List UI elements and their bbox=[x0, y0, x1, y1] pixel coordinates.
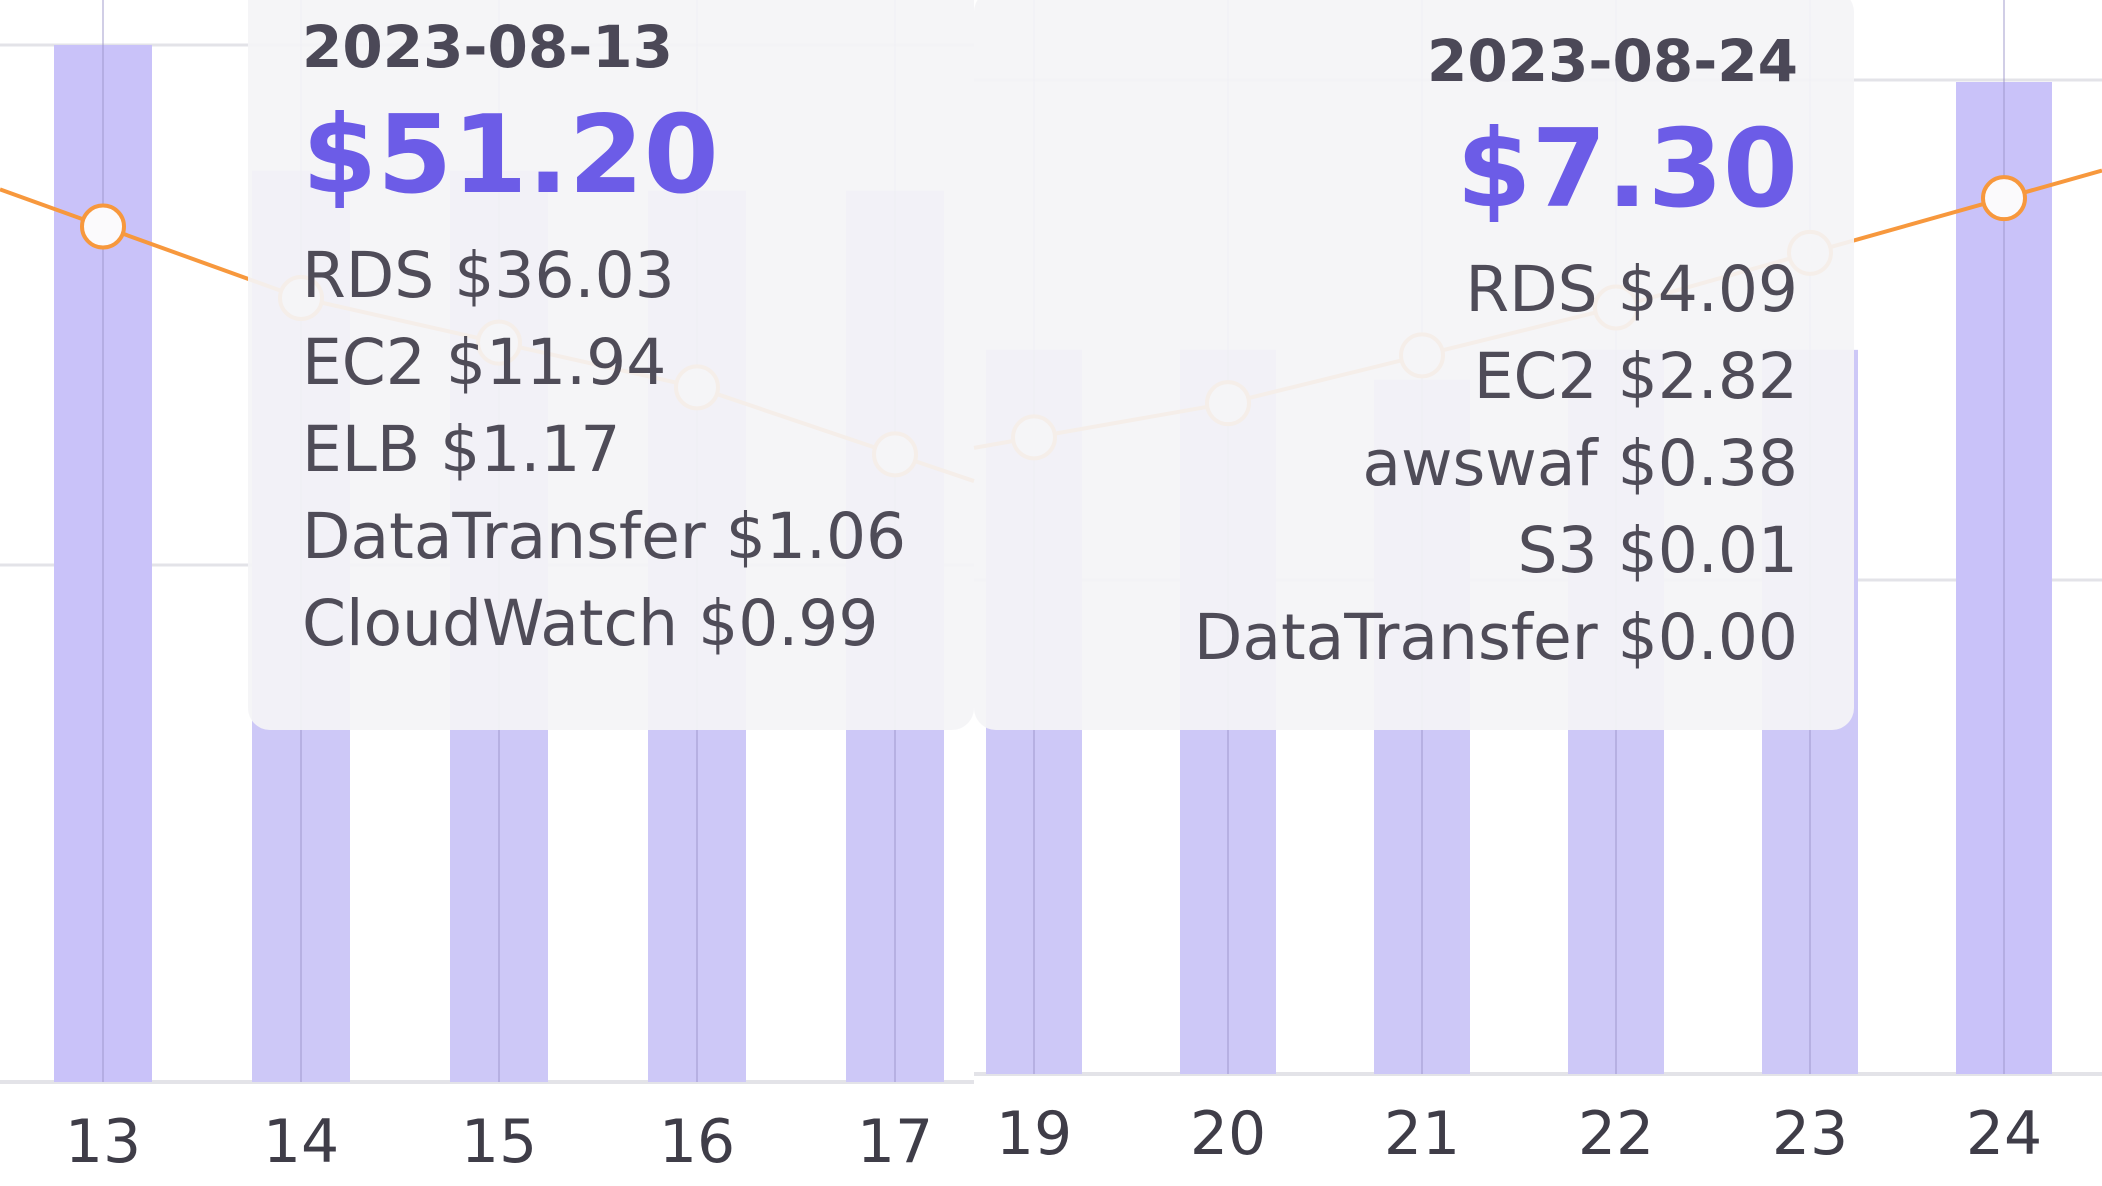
x-tick-label: 24 bbox=[1966, 1099, 2042, 1169]
x-tick-label: 22 bbox=[1578, 1099, 1654, 1169]
tooltip-row: EC2 $11.94 bbox=[302, 326, 667, 399]
x-tick-label: 15 bbox=[461, 1107, 537, 1177]
x-tick-label: 17 bbox=[857, 1107, 933, 1177]
tooltip-row: ELB $1.17 bbox=[302, 413, 621, 486]
bar bbox=[1956, 82, 2052, 1074]
x-tick-label: 21 bbox=[1384, 1099, 1460, 1169]
tooltip-row: RDS $36.03 bbox=[302, 239, 675, 312]
tooltip-rows: RDS $4.09 EC2 $2.82 awswaf $0.38 S3 $0.0… bbox=[974, 246, 1798, 681]
tooltip-date: 2023-08-13 bbox=[302, 13, 673, 81]
x-tick-label: 14 bbox=[263, 1107, 339, 1177]
x-tick-label: 20 bbox=[1190, 1099, 1266, 1169]
tooltip-row: EC2 $2.82 bbox=[1473, 340, 1798, 413]
tooltip-left: 2023-08-13 $51.20 RDS $36.03 EC2 $11.94 … bbox=[248, 0, 974, 730]
tooltip-row: awswaf $0.38 bbox=[1362, 427, 1798, 500]
tooltip-right: 2023-08-24 $7.30 RDS $4.09 EC2 $2.82 aws… bbox=[974, 0, 1854, 730]
tooltip-row: DataTransfer $1.06 bbox=[302, 500, 907, 573]
tooltip-date: 2023-08-24 bbox=[1427, 27, 1798, 95]
tooltip-rows: RDS $36.03 EC2 $11.94 ELB $1.17 DataTran… bbox=[302, 232, 974, 667]
tooltip-row: DataTransfer $0.00 bbox=[1193, 601, 1798, 674]
tooltip-row: RDS $4.09 bbox=[1465, 253, 1798, 326]
line-point bbox=[80, 203, 126, 250]
tooltip-total: $7.30 bbox=[1456, 107, 1798, 232]
x-tick-label: 16 bbox=[659, 1107, 735, 1177]
tooltip-total: $51.20 bbox=[302, 93, 719, 218]
tooltip-row: CloudWatch $0.99 bbox=[302, 587, 879, 660]
x-tick-label: 19 bbox=[996, 1099, 1072, 1169]
x-tick-label: 13 bbox=[65, 1107, 141, 1177]
x-tick-label: 23 bbox=[1772, 1099, 1848, 1169]
tooltip-row: S3 $0.01 bbox=[1517, 514, 1798, 587]
line-point bbox=[1981, 175, 2027, 222]
